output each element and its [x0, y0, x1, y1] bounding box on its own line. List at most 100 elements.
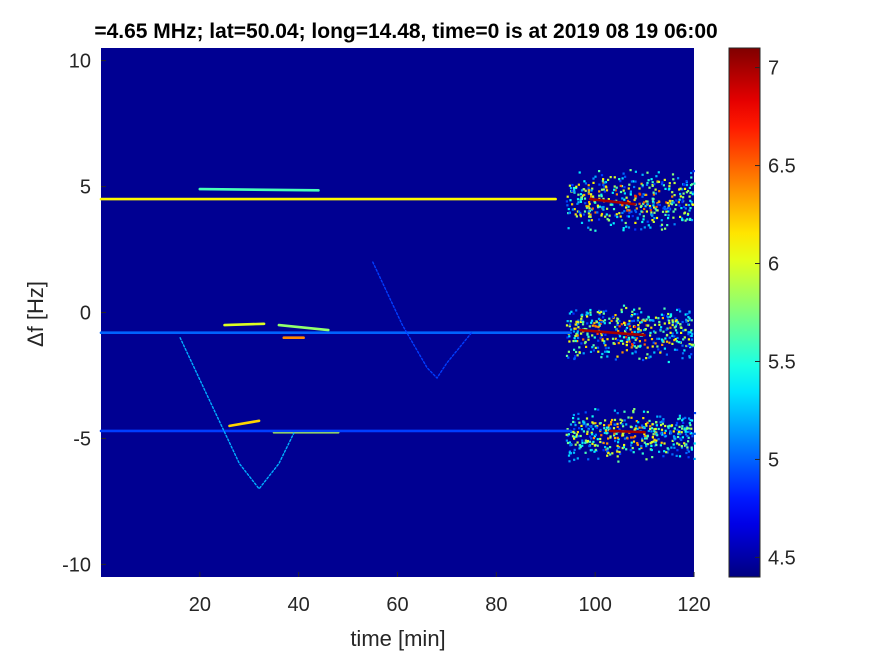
- heatmap-cell: [633, 198, 636, 202]
- heatmap-cell: [690, 219, 694, 222]
- heatmap-cell: [634, 338, 637, 342]
- heatmap-cell: [574, 335, 577, 338]
- heatmap-cell: [653, 206, 656, 209]
- trace-line: [608, 429, 646, 434]
- heatmap-cell: [586, 332, 589, 335]
- heatmap-cell: [664, 424, 667, 428]
- heatmap-cell: [671, 201, 674, 204]
- heatmap-cell: [660, 424, 663, 427]
- heatmap-cell: [686, 344, 689, 347]
- heatmap-cell: [683, 187, 687, 190]
- heatmap-cell: [577, 326, 580, 329]
- heatmap-cell: [579, 213, 582, 216]
- heatmap-cell: [633, 313, 636, 316]
- heatmap-cell: [631, 215, 634, 218]
- heatmap-cell: [578, 447, 581, 450]
- heatmap-cell: [641, 439, 644, 442]
- heatmap-cell: [627, 226, 631, 229]
- heatmap-cell: [683, 442, 686, 445]
- heatmap-cell: [692, 203, 695, 206]
- heatmap-cell: [690, 171, 693, 175]
- heatmap-cell: [605, 432, 608, 435]
- heatmap-cell: [690, 338, 694, 341]
- heatmap-cell: [693, 442, 696, 445]
- heatmap-cell: [621, 203, 624, 206]
- heatmap-cell: [630, 436, 633, 439]
- heatmap-cell: [664, 187, 667, 190]
- heatmap-cell: [683, 349, 686, 352]
- heatmap-cell: [678, 425, 681, 428]
- heatmap-cell: [653, 351, 656, 354]
- heatmap-cell: [676, 320, 679, 323]
- heatmap-cell: [629, 190, 632, 193]
- heatmap-cell: [599, 336, 602, 339]
- heatmap-cell: [646, 181, 649, 185]
- heatmap-cell: [585, 345, 588, 348]
- heatmap-cell: [577, 201, 580, 204]
- heatmap-cell: [573, 448, 576, 451]
- heatmap-cell: [583, 421, 586, 424]
- heatmap-cell: [602, 449, 605, 452]
- heatmap-cell: [629, 169, 632, 172]
- heatmap-cell: [608, 214, 611, 217]
- heatmap-cell: [616, 355, 619, 358]
- heatmap-cell: [633, 345, 636, 348]
- heatmap-cell: [647, 429, 650, 433]
- heatmap-cell: [619, 203, 622, 206]
- heatmap-cell: [635, 424, 638, 428]
- heatmap-cell: [607, 424, 610, 427]
- heatmap-cell: [604, 333, 607, 336]
- heatmap-cell: [677, 177, 680, 180]
- heatmap-cell: [604, 419, 607, 422]
- heatmap-cell: [607, 350, 610, 353]
- heatmap-cell: [630, 449, 633, 452]
- heatmap-cell: [602, 316, 605, 319]
- heatmap-cell: [578, 171, 581, 174]
- heatmap-cell: [580, 332, 583, 335]
- heatmap-cell: [603, 431, 606, 434]
- heatmap-cell: [579, 215, 582, 218]
- heatmap-cell: [654, 207, 657, 210]
- heatmap-cell: [595, 325, 598, 328]
- heatmap-cell: [681, 352, 685, 355]
- heatmap-cell: [649, 334, 652, 337]
- heatmap-cell: [668, 182, 671, 185]
- heatmap-cell: [624, 329, 627, 333]
- heatmap-cell: [669, 202, 672, 205]
- heatmap-cell: [576, 354, 579, 357]
- heatmap-cell: [582, 213, 586, 216]
- heatmap-cell: [674, 325, 677, 328]
- heatmap-cell: [625, 196, 628, 199]
- heatmap-cell: [653, 438, 656, 441]
- heatmap-cell: [590, 431, 593, 434]
- heatmap-cell: [588, 215, 591, 218]
- heatmap-cell: [572, 186, 576, 190]
- heatmap-cell: [587, 192, 590, 195]
- heatmap-cell: [636, 427, 639, 430]
- heatmap-cell: [645, 200, 648, 203]
- heatmap-cell: [638, 330, 641, 333]
- heatmap-cell: [664, 227, 667, 230]
- heatmap-cell: [652, 204, 655, 207]
- heatmap-cell: [659, 421, 662, 424]
- x-tick-label: 80: [485, 594, 507, 616]
- heatmap-cell: [616, 455, 619, 458]
- heatmap-cell: [661, 343, 664, 346]
- heatmap-cell: [675, 199, 678, 202]
- heatmap-cell: [643, 432, 646, 436]
- heatmap-cell: [681, 427, 684, 430]
- heatmap-cell: [628, 183, 631, 186]
- heatmap-cell: [687, 440, 690, 443]
- heatmap-cell: [580, 320, 583, 323]
- heatmap-cell: [634, 197, 637, 200]
- heatmap-cell: [613, 418, 617, 421]
- heatmap-cell: [615, 328, 618, 331]
- heatmap-cell: [609, 436, 612, 439]
- heatmap-cell: [611, 337, 615, 340]
- heatmap-cell: [690, 343, 693, 346]
- heatmap-cell: [592, 440, 595, 443]
- heatmap-cell: [597, 350, 600, 353]
- heatmap-cell: [633, 341, 636, 345]
- heatmap-cell: [627, 187, 630, 190]
- heatmap-cell: [611, 203, 614, 206]
